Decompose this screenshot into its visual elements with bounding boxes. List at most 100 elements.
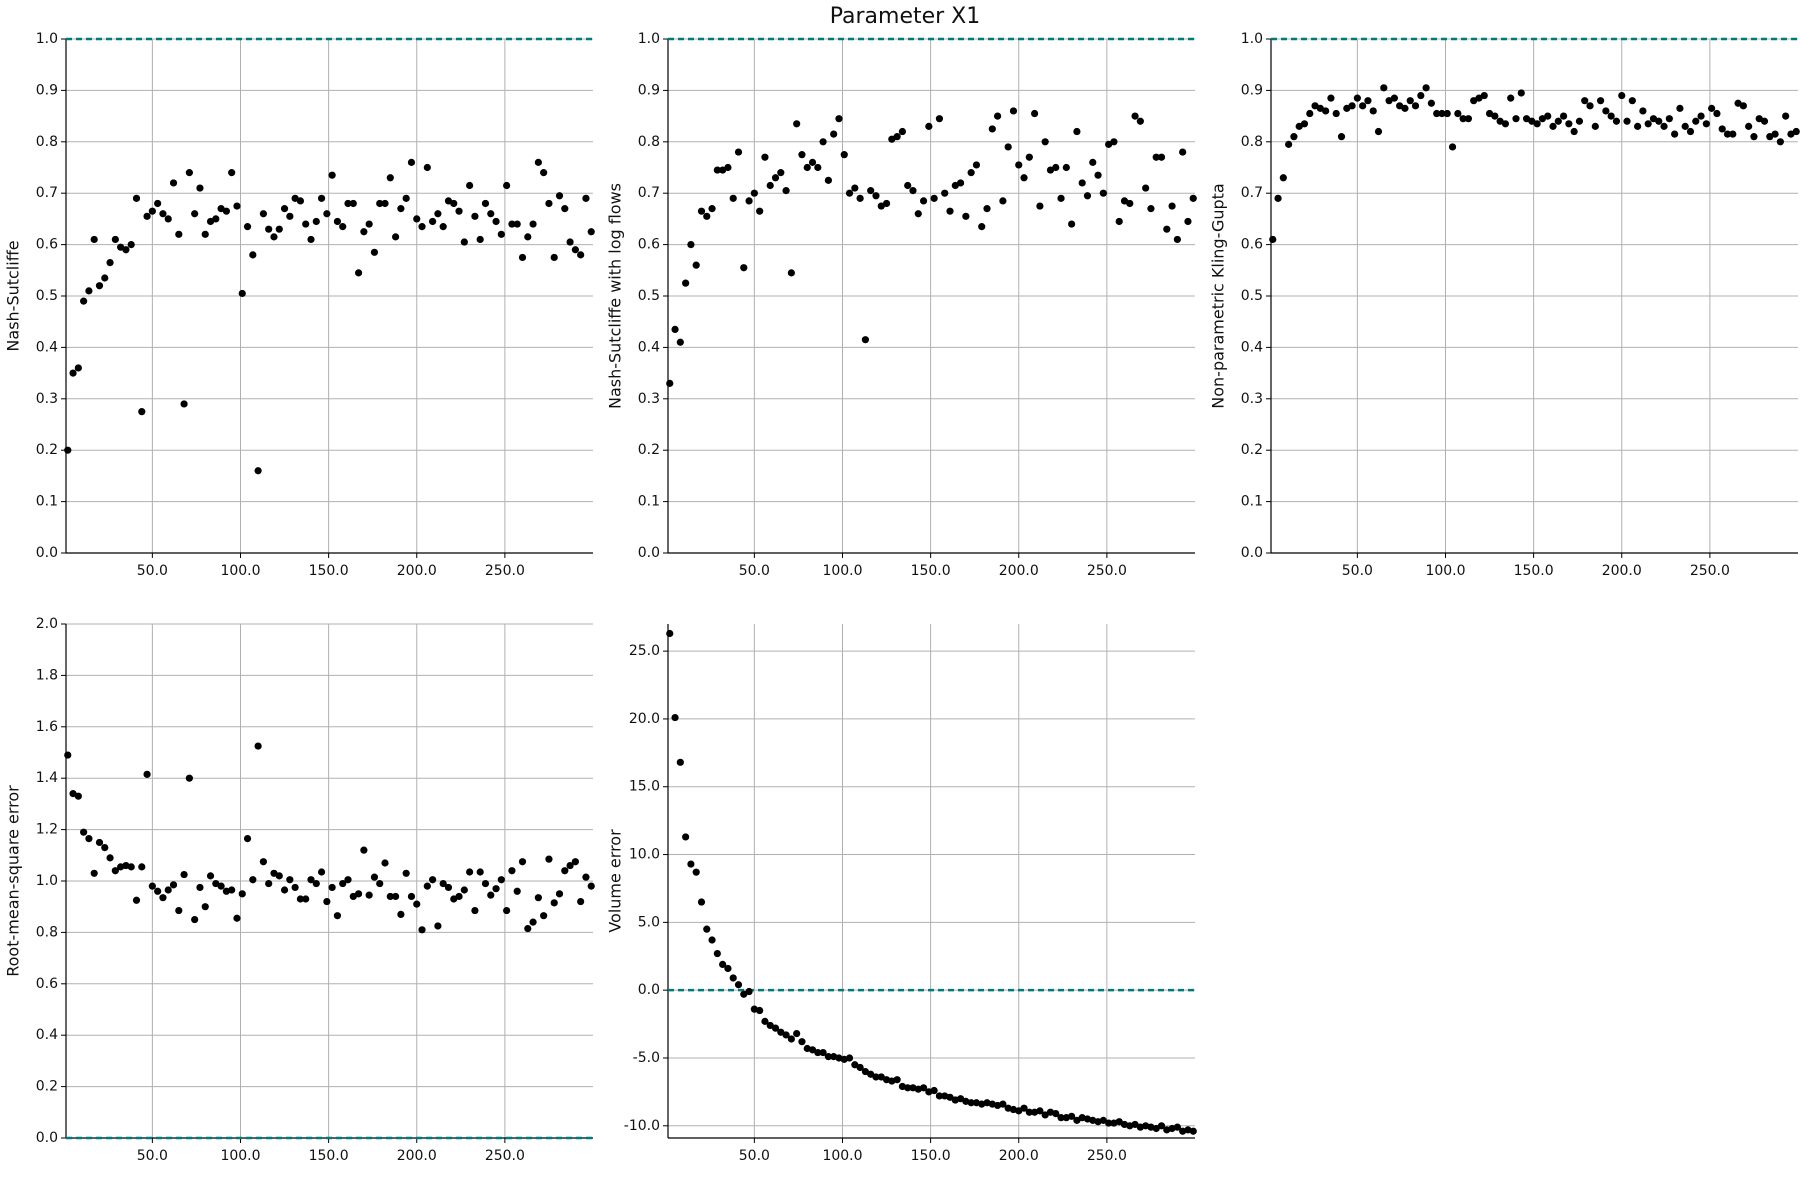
- point: [1099, 189, 1107, 197]
- y-tick-label: 0.7: [1241, 185, 1263, 201]
- point: [132, 896, 141, 904]
- point: [893, 133, 901, 141]
- point: [872, 192, 880, 200]
- point: [360, 228, 368, 236]
- point: [566, 238, 574, 246]
- point: [587, 882, 595, 890]
- point: [803, 163, 811, 172]
- point: [1776, 138, 1784, 146]
- point: [1025, 1108, 1033, 1116]
- y-tick-label: 0.3: [36, 391, 58, 407]
- point: [492, 885, 500, 893]
- y-tick-label: 0.6: [1241, 237, 1263, 253]
- y-tick-label: 0.4: [36, 339, 58, 355]
- point: [85, 834, 93, 843]
- point: [856, 1063, 864, 1072]
- point: [1322, 107, 1330, 115]
- y-axis-label: Root-mean-square error: [4, 785, 23, 977]
- point: [545, 199, 553, 208]
- point: [154, 199, 162, 208]
- point: [676, 338, 684, 346]
- point: [254, 742, 262, 750]
- point: [80, 297, 88, 305]
- point: [143, 212, 151, 220]
- x-tick-label: 150.0: [309, 1148, 349, 1164]
- point: [1179, 148, 1187, 156]
- y-tick-label: 0.6: [36, 976, 58, 992]
- y-tick-label: 0.2: [1241, 442, 1263, 458]
- point: [196, 184, 204, 192]
- point: [782, 187, 790, 195]
- point: [1628, 97, 1636, 105]
- point: [228, 886, 236, 894]
- point: [1279, 174, 1287, 182]
- point: [561, 205, 569, 213]
- point: [893, 1076, 901, 1084]
- y-tick-label: 0.8: [638, 134, 660, 150]
- point: [845, 1054, 854, 1062]
- point: [429, 217, 437, 226]
- y-tick-label: 0.4: [36, 1027, 58, 1043]
- point: [402, 194, 410, 202]
- point: [101, 843, 109, 852]
- point: [1068, 220, 1076, 228]
- point: [397, 910, 405, 919]
- y-tick-label: 15.0: [629, 779, 660, 795]
- point: [1269, 235, 1277, 244]
- point: [566, 861, 574, 870]
- x-tick-label: 250.0: [485, 563, 525, 579]
- point: [254, 467, 262, 475]
- point: [872, 1073, 880, 1081]
- point: [487, 210, 495, 218]
- point: [286, 212, 294, 220]
- point: [1491, 112, 1499, 120]
- x-tick-label: 150.0: [309, 563, 349, 579]
- point: [1306, 109, 1314, 118]
- point: [418, 926, 426, 934]
- point: [148, 207, 156, 215]
- point: [935, 1092, 944, 1100]
- point: [1586, 102, 1594, 110]
- point: [418, 223, 426, 231]
- point: [429, 876, 437, 884]
- point: [191, 915, 199, 924]
- point: [344, 199, 352, 208]
- point: [466, 868, 474, 876]
- point: [317, 868, 326, 876]
- point: [882, 199, 891, 208]
- point: [1359, 102, 1367, 110]
- point: [238, 289, 246, 298]
- y-tick-label: 0.1: [638, 494, 660, 510]
- point: [365, 891, 373, 899]
- point: [1480, 91, 1488, 100]
- point: [85, 287, 93, 295]
- point: [106, 258, 114, 267]
- point: [877, 1073, 885, 1081]
- point: [582, 194, 590, 202]
- x-tick-label: 200.0: [999, 563, 1039, 579]
- point: [1623, 117, 1631, 125]
- point: [587, 228, 595, 236]
- point: [497, 230, 505, 238]
- y-tick-label: 0.0: [36, 545, 58, 561]
- point: [64, 446, 72, 454]
- point: [861, 336, 870, 344]
- point: [1147, 205, 1155, 213]
- y-tick-label: 0.4: [1241, 339, 1263, 355]
- point: [983, 205, 991, 213]
- point: [819, 138, 827, 146]
- point: [1036, 1107, 1044, 1115]
- point: [450, 199, 458, 208]
- point: [339, 879, 347, 888]
- point: [80, 828, 88, 836]
- point: [434, 210, 442, 218]
- point: [734, 148, 743, 156]
- y-tick-label: 0.3: [638, 391, 660, 407]
- point: [243, 223, 252, 231]
- point: [550, 253, 558, 262]
- point: [1596, 97, 1605, 105]
- point: [413, 215, 421, 223]
- y-axis-label: Non-parametric Kling-Gupta: [1209, 183, 1228, 408]
- y-tick-label: 0.2: [638, 442, 660, 458]
- point: [782, 1031, 790, 1039]
